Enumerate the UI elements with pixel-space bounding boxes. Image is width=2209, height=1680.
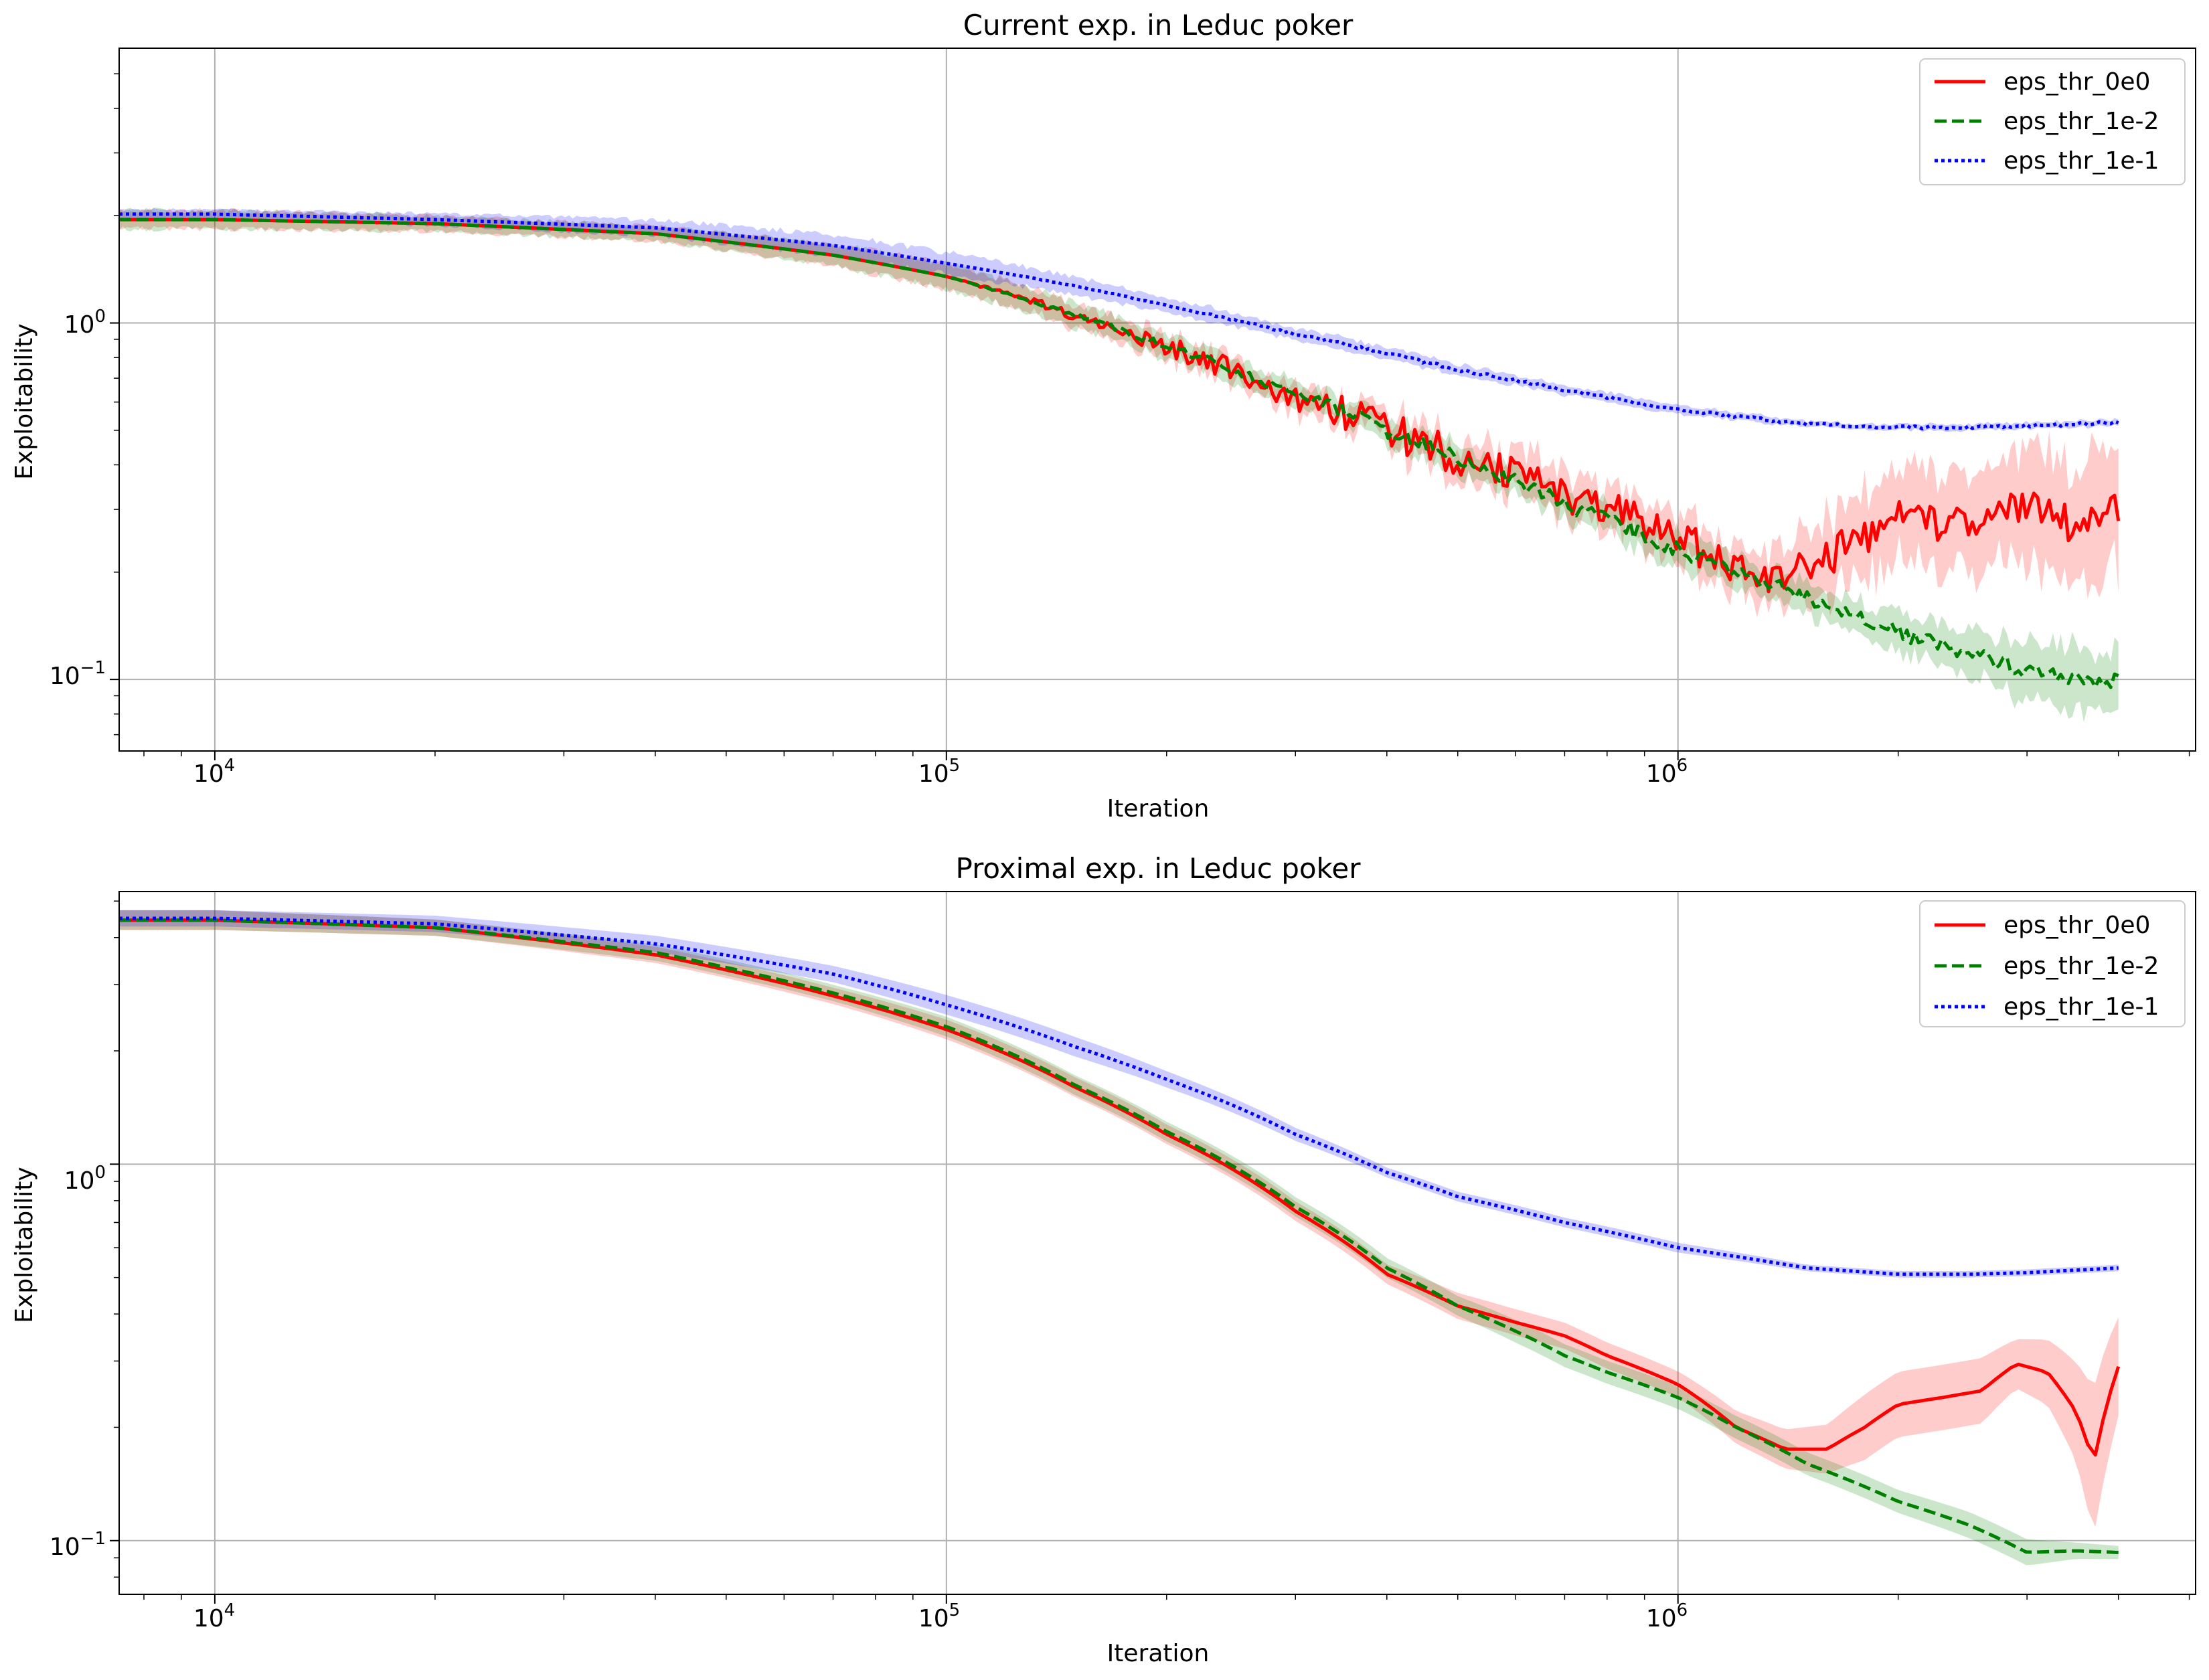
y-tick-label: 10−1 [50,1529,106,1561]
x-tick-base: 10 [193,760,224,788]
y-tick-exp: 0 [94,307,106,327]
y-tick-exp: −1 [80,658,106,678]
legend-box [1919,900,2186,1027]
plot-area [119,892,2196,1594]
x-tick-base: 10 [918,760,949,788]
y-tick-base: 10 [64,1167,95,1195]
series-line-eps-thr-0e0 [119,918,2121,1457]
x-tick-base: 10 [193,1605,224,1632]
y-tick-label: 10−1 [50,658,106,690]
x-tick-label: 104 [193,756,235,788]
x-axis-label: Iteration [1107,1640,1210,1667]
x-tick-exp: 5 [949,1600,961,1620]
confidence-band-eps-thr-0e0 [119,910,2119,1527]
legend: eps_thr_0e0 eps_thr_1e-2 eps_thr_1e-1 [1919,58,2186,185]
legend-label: eps_thr_0e0 [2003,68,2150,96]
y-tick-labels: 10−1 100 [50,307,106,690]
y-tick-base: 10 [64,311,95,339]
series-line-eps-thr-1e-2 [119,218,2119,689]
confidence-band-eps-thr-1e-2 [119,207,2119,723]
x-tick-base: 10 [918,1605,949,1632]
x-tick-exp: 5 [949,756,961,776]
y-axis-label: Exploitability [11,323,38,479]
chart-title: Proximal exp. in Leduc poker [955,852,1361,885]
y-tick-exp: −1 [80,1529,106,1549]
y-axis-label: Exploitability [11,1167,38,1323]
y-tick-label: 100 [64,1163,106,1195]
x-tick-exp: 6 [1677,1600,1688,1620]
legend-box [1919,58,2186,185]
axes-frame [118,48,2196,752]
series-line-eps-thr-1e-1 [119,916,2119,1276]
legend-label: eps_thr_1e-2 [2003,952,2159,980]
x-tick-label: 105 [918,756,960,788]
x-tick-label: 105 [918,1600,960,1632]
x-tick-label: 104 [193,1600,235,1632]
x-tick-base: 10 [1646,1605,1677,1632]
chart-title: Current exp. in Leduc poker [963,9,1354,41]
chart-panel-proximal: Proximal exp. in Leduc poker Exploitabil… [11,852,2196,1667]
confidence-band-eps-thr-0e0 [119,207,2119,618]
legend-label: eps_thr_1e-2 [2003,108,2159,135]
x-tick-labels: 104 105 106 [193,1600,1688,1632]
y-tick-exp: 0 [94,1163,106,1183]
x-tick-exp: 4 [224,756,236,776]
axes-frame [118,891,2196,1595]
legend: eps_thr_0e0 eps_thr_1e-2 eps_thr_1e-1 [1919,900,2186,1027]
series-line-eps-thr-1e-1 [119,212,2119,431]
x-tick-exp: 4 [224,1600,236,1620]
legend-label: eps_thr_1e-1 [2003,147,2159,175]
y-tick-base: 10 [50,1533,80,1561]
y-tick-label: 100 [64,307,106,339]
x-tick-labels: 104 105 106 [193,756,1688,788]
x-axis-label: Iteration [1107,795,1210,823]
confidence-band-eps-thr-1e-1 [119,910,2119,1278]
y-tick-labels: 10−1 100 [50,1163,106,1561]
confidence-band-eps-thr-1e-2 [119,910,2119,1566]
x-tick-exp: 6 [1677,756,1688,776]
x-tick-base: 10 [1646,760,1677,788]
x-tick-label: 106 [1646,1600,1688,1632]
chart-panel-current: Current exp. in Leduc poker Exploitabili… [11,9,2196,823]
plot-area [119,48,2196,751]
x-tick-label: 106 [1646,756,1688,788]
series-line-eps-thr-1e-2 [119,918,2119,1554]
y-tick-base: 10 [50,663,80,690]
legend-label: eps_thr_1e-1 [2003,993,2159,1021]
legend-label: eps_thr_0e0 [2003,912,2150,939]
